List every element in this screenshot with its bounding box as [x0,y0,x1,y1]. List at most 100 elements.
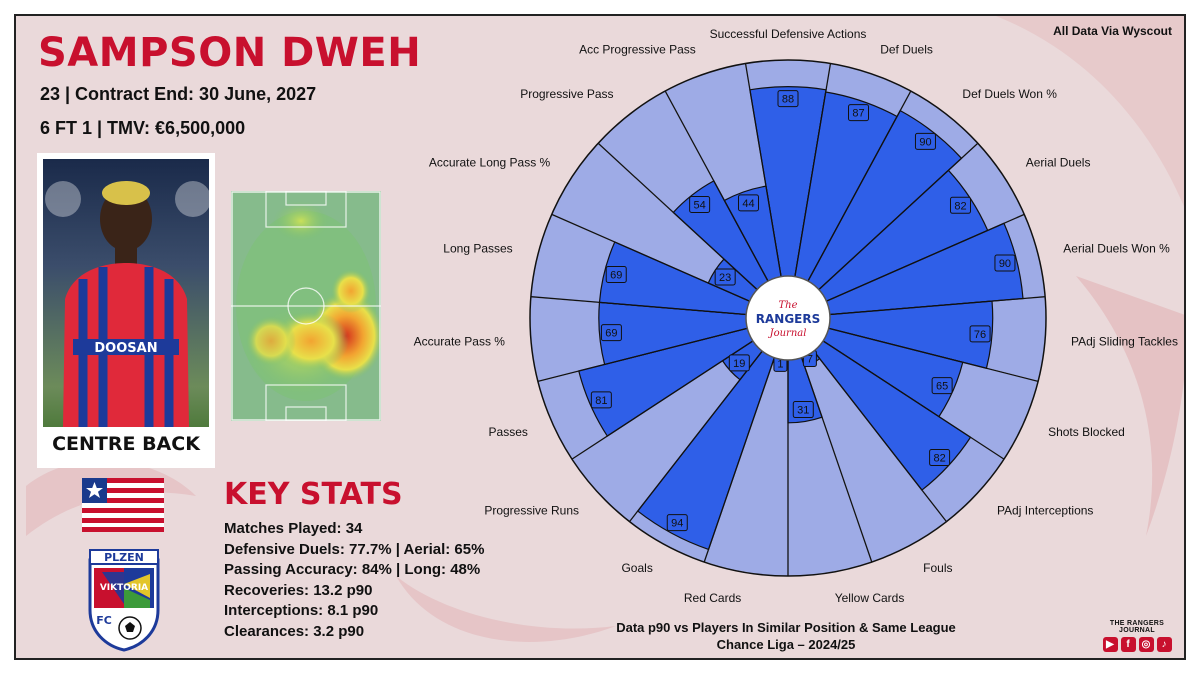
chart-footer: Data p90 vs Players In Similar Position … [576,619,996,653]
value-label: 88 [782,94,794,106]
slice-divider [823,296,1046,316]
category-label: PAdj Sliding Tackles [1071,334,1178,348]
category-label: Passes [489,425,528,439]
value-label: 82 [954,200,966,212]
slice-divider [530,296,753,316]
value-label: 87 [852,108,864,120]
key-stats-title: KEY STATS [224,477,403,512]
value-label: 19 [733,358,745,370]
slice-divider [820,213,1025,305]
value-label: 54 [694,199,706,211]
slice-divider [703,351,777,563]
key-stat-item: Matches Played: 34 [224,520,363,537]
brand-name: THE RANGERS JOURNAL [1109,620,1165,634]
svg-text:PLZEN: PLZEN [104,551,144,564]
player-name: SAMPSON DWEH [38,30,422,76]
value-label: 31 [797,405,809,417]
key-stat-item: Clearances: 3.2 p90 [224,622,365,640]
value-label-box [689,195,711,213]
value-label: 23 [719,272,731,284]
value-label-box [590,391,612,409]
value-label-box [666,514,688,532]
value-label-box [931,377,953,395]
value-label: 81 [595,395,607,407]
slice-divider [793,63,832,283]
category-label: Red Cards [684,591,741,605]
value-label: 69 [605,328,617,340]
category-label: Fouls [923,561,952,575]
key-stats-list: Matches Played: 34 Defensive Duels: 77.7… [224,519,484,642]
instagram-icon[interactable]: ◎ [1138,637,1154,652]
value-label: 90 [999,258,1011,270]
value-label: 1 [777,358,783,370]
center-logo-main: RANGERS [756,312,821,326]
value-label-box [737,194,759,212]
tiktok-icon[interactable]: ♪ [1156,637,1172,652]
value-label-box [777,90,799,108]
footer-line-2: Chance Liga – 2024/25 [716,637,856,652]
social-links: ▶ f ◎ ♪ [1092,637,1182,652]
value-label: 65 [936,381,948,393]
key-stat-item: Defensive Duels: 77.7% | Aerial: 65% [224,540,485,558]
club-crest-icon: PLZEN VIKTORIA FC [88,549,160,652]
category-label: Progressive Runs [484,503,579,517]
value-label-box [929,449,951,467]
outer-ring [529,59,1047,577]
player-height-value: 6 FT 1 | TMV: €6,500,000 [40,118,246,138]
svg-text:DOOSAN: DOOSAN [94,341,157,356]
value-label-box [994,254,1016,272]
value-label-box [914,132,936,150]
slice-divider [664,90,772,287]
value-label-box [728,354,750,372]
player-photo-card: DOOSAN CENTRE BACK [37,153,215,468]
slice-divider [804,90,912,287]
value-label-box [605,266,627,284]
value-label: 44 [742,198,754,210]
player-photo: DOOSAN [43,159,209,427]
category-label: PAdj Interceptions [997,503,1093,517]
value-label: 82 [933,453,945,465]
facebook-icon[interactable]: f [1120,637,1136,652]
slice-divider [597,142,762,295]
value-label-box [949,196,971,214]
slice-divider [551,213,756,305]
value-label-box [714,268,736,286]
player-position-label: CENTRE BACK [52,433,200,455]
center-logo-bottom: Journal [768,328,807,339]
value-label-box [792,401,814,419]
key-stat-item: Interceptions: 8.1 p90 [224,602,379,619]
data-source: All Data Via Wyscout [1053,24,1172,38]
value-label: 69 [610,270,622,282]
player-heatmap [231,191,381,421]
slice-divider [809,346,947,522]
footer-line-1: Data p90 vs Players In Similar Position … [616,620,956,635]
slice-divider [537,326,754,382]
youtube-icon[interactable]: ▶ [1102,637,1118,652]
slice-divider [629,346,767,522]
slice-divider [744,63,783,283]
key-stat-item: Recoveries: 13.2 p90 [224,581,373,599]
infographic: SAMPSON DWEH 23 | Contract End: 30 June,… [14,14,1186,660]
value-label: 7 [807,353,813,365]
center-logo-circle [745,275,831,361]
key-stat-item: Passing Accuracy: 84% | Long: 48% [224,561,481,578]
category-label: Def Duels [880,42,933,56]
value-label: 94 [671,518,683,530]
value-label: 76 [974,329,986,341]
svg-text:VIKTORIA: VIKTORIA [100,583,148,593]
category-label: Shots Blocked [1048,425,1125,439]
svg-text:FC: FC [96,614,112,627]
category-label: Accurate Pass % [414,334,506,348]
category-label: Goals [621,561,652,575]
liberia-flag-icon [82,478,164,532]
category-label: Long Passes [443,241,512,255]
center-logo-top: The [778,300,797,311]
player-age-contract: 23 | Contract End: 30 June, 2027 [40,84,317,104]
slice-divider [822,326,1039,382]
category-label: Aerial Duels Won % [1063,241,1170,255]
value-label-box [600,324,622,342]
category-label: Successful Defensive Actions [710,27,867,41]
category-label: Acc Progressive Pass [579,42,696,56]
value-label-box [848,104,870,122]
category-label: Progressive Pass [520,87,613,101]
